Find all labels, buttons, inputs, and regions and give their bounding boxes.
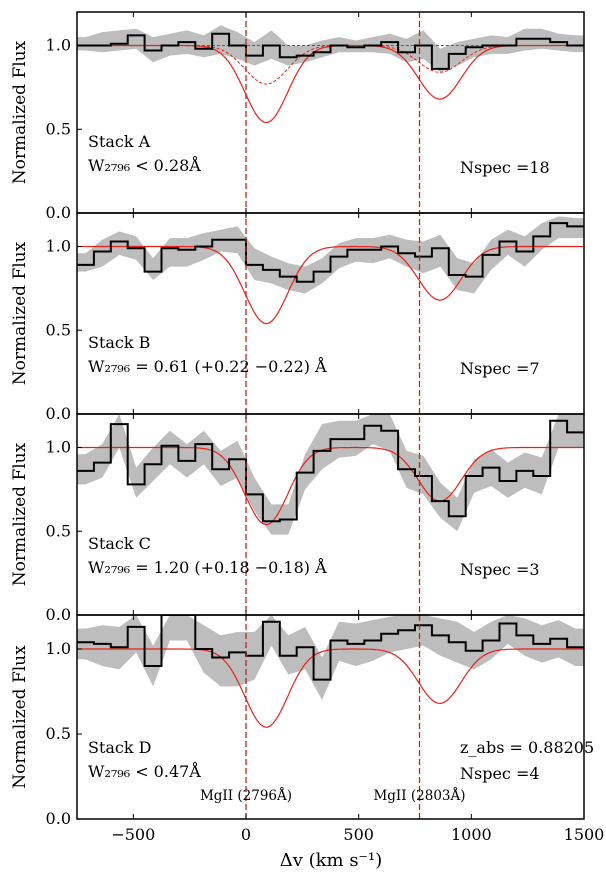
line-marker-label: MgII (2796Å) xyxy=(200,788,292,804)
y-tick-label: 0.5 xyxy=(46,521,71,540)
panel-1 xyxy=(77,25,584,124)
y-tick-label: 0.5 xyxy=(46,724,71,743)
y-tick-label: 0.0 xyxy=(46,404,71,423)
panel-2 xyxy=(77,216,584,325)
nspec-label: Nspec =4 xyxy=(460,764,540,783)
y-axis-label: Normalized Flux xyxy=(10,241,30,385)
equivalent-width: W₂₇₉₆ = 1.20 (+0.18 −0.18) Å xyxy=(88,557,327,577)
y-tick-label: 0.5 xyxy=(46,119,71,138)
y-axis-label: Normalized Flux xyxy=(10,645,30,789)
stack-spectrum xyxy=(77,32,584,70)
x-tick-label: −500 xyxy=(111,825,155,844)
y-tick-label: 0.0 xyxy=(46,809,71,828)
y-axis-label: Normalized Flux xyxy=(10,40,30,184)
stack-spectrum xyxy=(77,419,584,523)
equivalent-width: W₂₇₉₆ < 0.47Å xyxy=(88,761,201,781)
y-tick-label: 0.5 xyxy=(46,320,71,339)
x-tick-label: 1500 xyxy=(564,825,605,844)
stack-spectrum xyxy=(77,615,584,681)
y-tick-label: 0.0 xyxy=(46,605,71,624)
equivalent-width: W₂₇₉₆ < 0.28Å xyxy=(88,155,201,175)
line-marker-label: MgII (2803Å) xyxy=(373,788,465,804)
stack-label: Stack D xyxy=(88,738,152,757)
panel-frame xyxy=(76,614,585,820)
equivalent-width: W₂₇₉₆ = 0.61 (+0.22 −0.22) Å xyxy=(88,356,327,376)
panel-3 xyxy=(77,414,584,535)
error-band xyxy=(77,216,584,294)
y-tick-label: 1.0 xyxy=(46,639,71,658)
zabs-label: z_abs = 0.88205 xyxy=(460,738,594,757)
nspec-label: Nspec =18 xyxy=(460,158,550,177)
x-tick-label: 0 xyxy=(241,825,251,844)
stack-spectrum xyxy=(77,222,584,283)
x-axis-label: Δv (km s⁻¹) xyxy=(280,850,383,871)
x-tick-label: 500 xyxy=(343,825,374,844)
error-band xyxy=(77,414,584,535)
y-tick-label: 1.0 xyxy=(46,36,71,55)
stack-label: Stack C xyxy=(88,534,151,553)
y-tick-label: 1.0 xyxy=(46,237,71,256)
y-axis-label: Normalized Flux xyxy=(10,442,30,586)
panel-4 xyxy=(77,615,584,728)
nspec-label: Nspec =7 xyxy=(460,359,540,378)
nspec-label: Nspec =3 xyxy=(460,560,540,579)
y-tick-label: 0.0 xyxy=(46,203,71,222)
stack-label: Stack B xyxy=(88,333,150,352)
y-tick-label: 1.0 xyxy=(46,438,71,457)
x-tick-label: 1000 xyxy=(451,825,492,844)
stack-label: Stack A xyxy=(88,132,151,151)
